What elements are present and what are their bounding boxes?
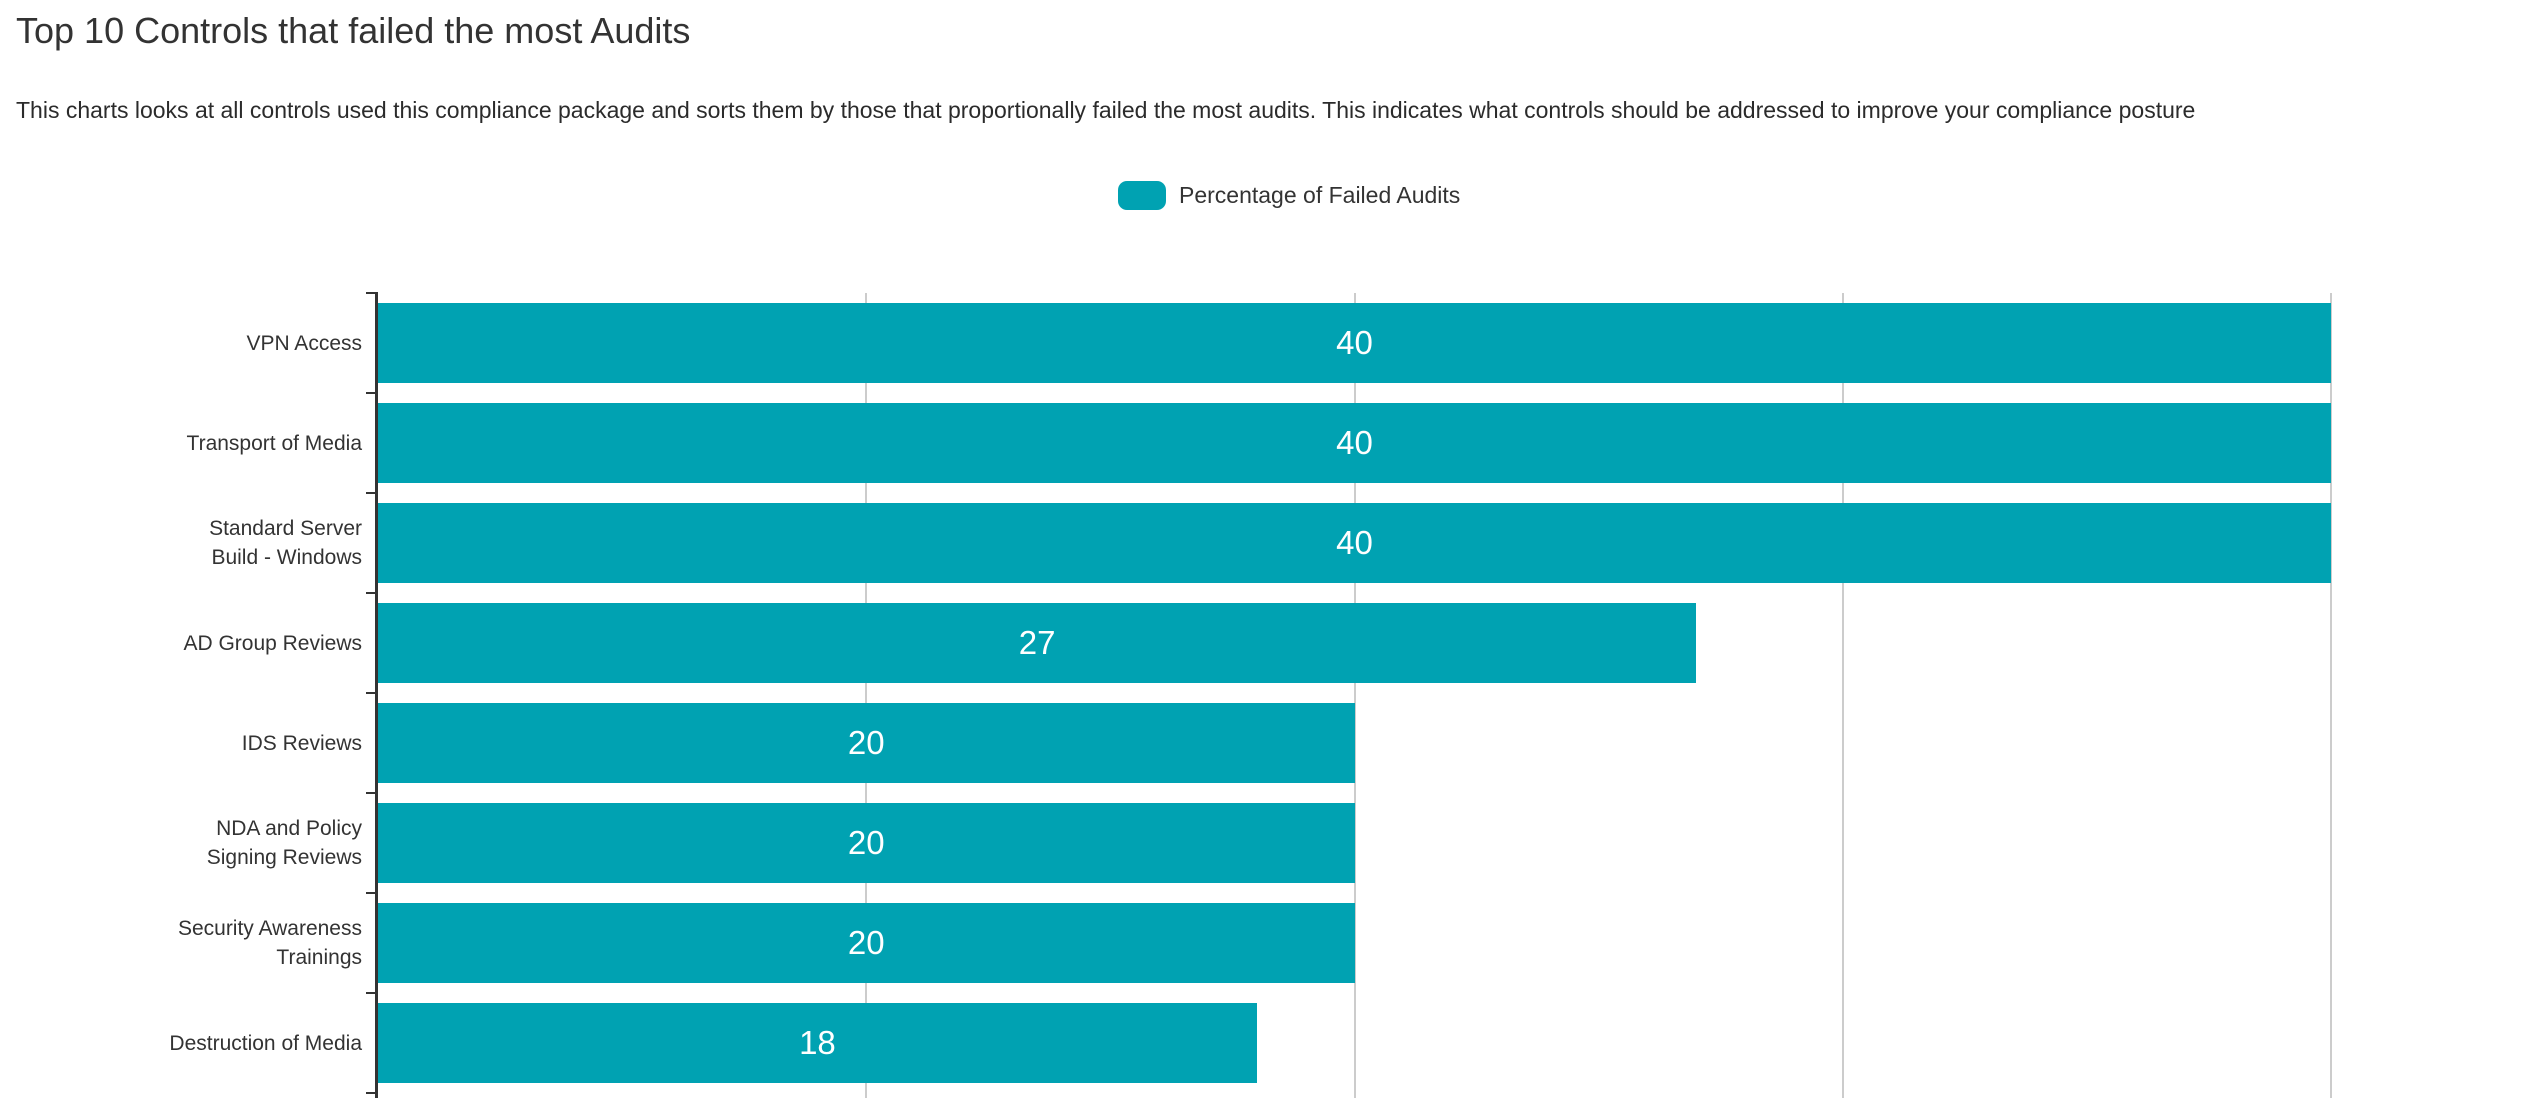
category-label-ids-reviews: IDS Reviews xyxy=(0,693,362,793)
category-label-line: NDA and Policy xyxy=(216,817,362,840)
x-gridline-20 xyxy=(1353,293,1356,1098)
y-axis-tick xyxy=(366,792,378,794)
y-axis-tick xyxy=(366,592,378,594)
y-axis-tick xyxy=(366,892,378,894)
y-axis-tick xyxy=(366,392,378,394)
category-label-ad-group-reviews: AD Group Reviews xyxy=(0,593,362,693)
bar-nda-and-policy-signing-reviews[interactable]: 20 xyxy=(378,803,1355,883)
bar-value-label: 20 xyxy=(847,724,885,761)
category-label-standard-server-build-windows: Standard Server Build - Windows xyxy=(0,493,362,593)
y-axis-tick xyxy=(366,692,378,694)
bar-value-label: 40 xyxy=(1336,324,1373,361)
page-title: Top 10 Controls that failed the most Aud… xyxy=(16,10,691,51)
bar-standard-server-build-windows[interactable]: 40 xyxy=(378,503,2331,583)
category-label-line: Standard Server xyxy=(209,517,362,540)
x-gridline-10 xyxy=(865,293,868,1098)
category-label-line: Build - Windows xyxy=(211,546,362,569)
bar-ids-reviews[interactable]: 20 xyxy=(378,703,1355,783)
chart-description: This charts looks at all controls used t… xyxy=(16,97,2196,123)
bar-value-label: 20 xyxy=(847,924,885,961)
y-axis-tick xyxy=(366,1092,378,1094)
category-label-security-awareness-trainings: Security Awareness Trainings xyxy=(0,893,362,993)
category-label-line: Destruction of Media xyxy=(169,1031,362,1055)
bar-value-label: 40 xyxy=(1336,524,1373,561)
bar-destruction-of-media[interactable]: 18 xyxy=(378,1003,1257,1083)
x-gridline-30 xyxy=(1841,293,1844,1098)
category-label-line: IDS Reviews xyxy=(241,731,362,755)
category-label-line: VPN Access xyxy=(246,331,362,355)
bar-value-label: 20 xyxy=(847,824,885,861)
y-axis-tick xyxy=(366,992,378,994)
x-gridline-40 xyxy=(2330,293,2332,1098)
bar-ad-group-reviews[interactable]: 27 xyxy=(378,603,1697,683)
category-label-transport-of-media: Transport of Media xyxy=(0,393,362,493)
category-label-line: AD Group Reviews xyxy=(183,631,362,655)
plot-area: 40 40 40 27 20 20 20 18 xyxy=(366,292,2332,1098)
category-label-destruction-of-media: Destruction of Media xyxy=(0,993,362,1093)
category-label-line: Trainings xyxy=(276,946,362,969)
y-axis-tick xyxy=(366,292,378,294)
category-label-nda-and-policy-signing-reviews: NDA and Policy Signing Reviews xyxy=(0,793,362,893)
y-axis-line xyxy=(375,293,378,1098)
bar-value-label: 40 xyxy=(1336,424,1373,461)
y-axis-tick xyxy=(366,492,378,494)
legend-label: Percentage of Failed Audits xyxy=(1179,182,1461,208)
legend-item-percentage-of-failed-audits[interactable]: Percentage of Failed Audits xyxy=(1118,181,1460,210)
bar-value-label: 27 xyxy=(1018,624,1056,661)
legend-swatch xyxy=(1118,181,1166,210)
category-label-line: Transport of Media xyxy=(186,431,362,455)
category-label-vpn-access: VPN Access xyxy=(0,293,362,393)
bar-transport-of-media[interactable]: 40 xyxy=(378,403,2331,483)
bar-security-awareness-trainings[interactable]: 20 xyxy=(378,903,1355,983)
category-label-line: Signing Reviews xyxy=(206,846,362,869)
category-label-line: Security Awareness xyxy=(177,917,362,940)
bar-vpn-access[interactable]: 40 xyxy=(378,303,2331,383)
bar-value-label: 18 xyxy=(799,1024,836,1061)
